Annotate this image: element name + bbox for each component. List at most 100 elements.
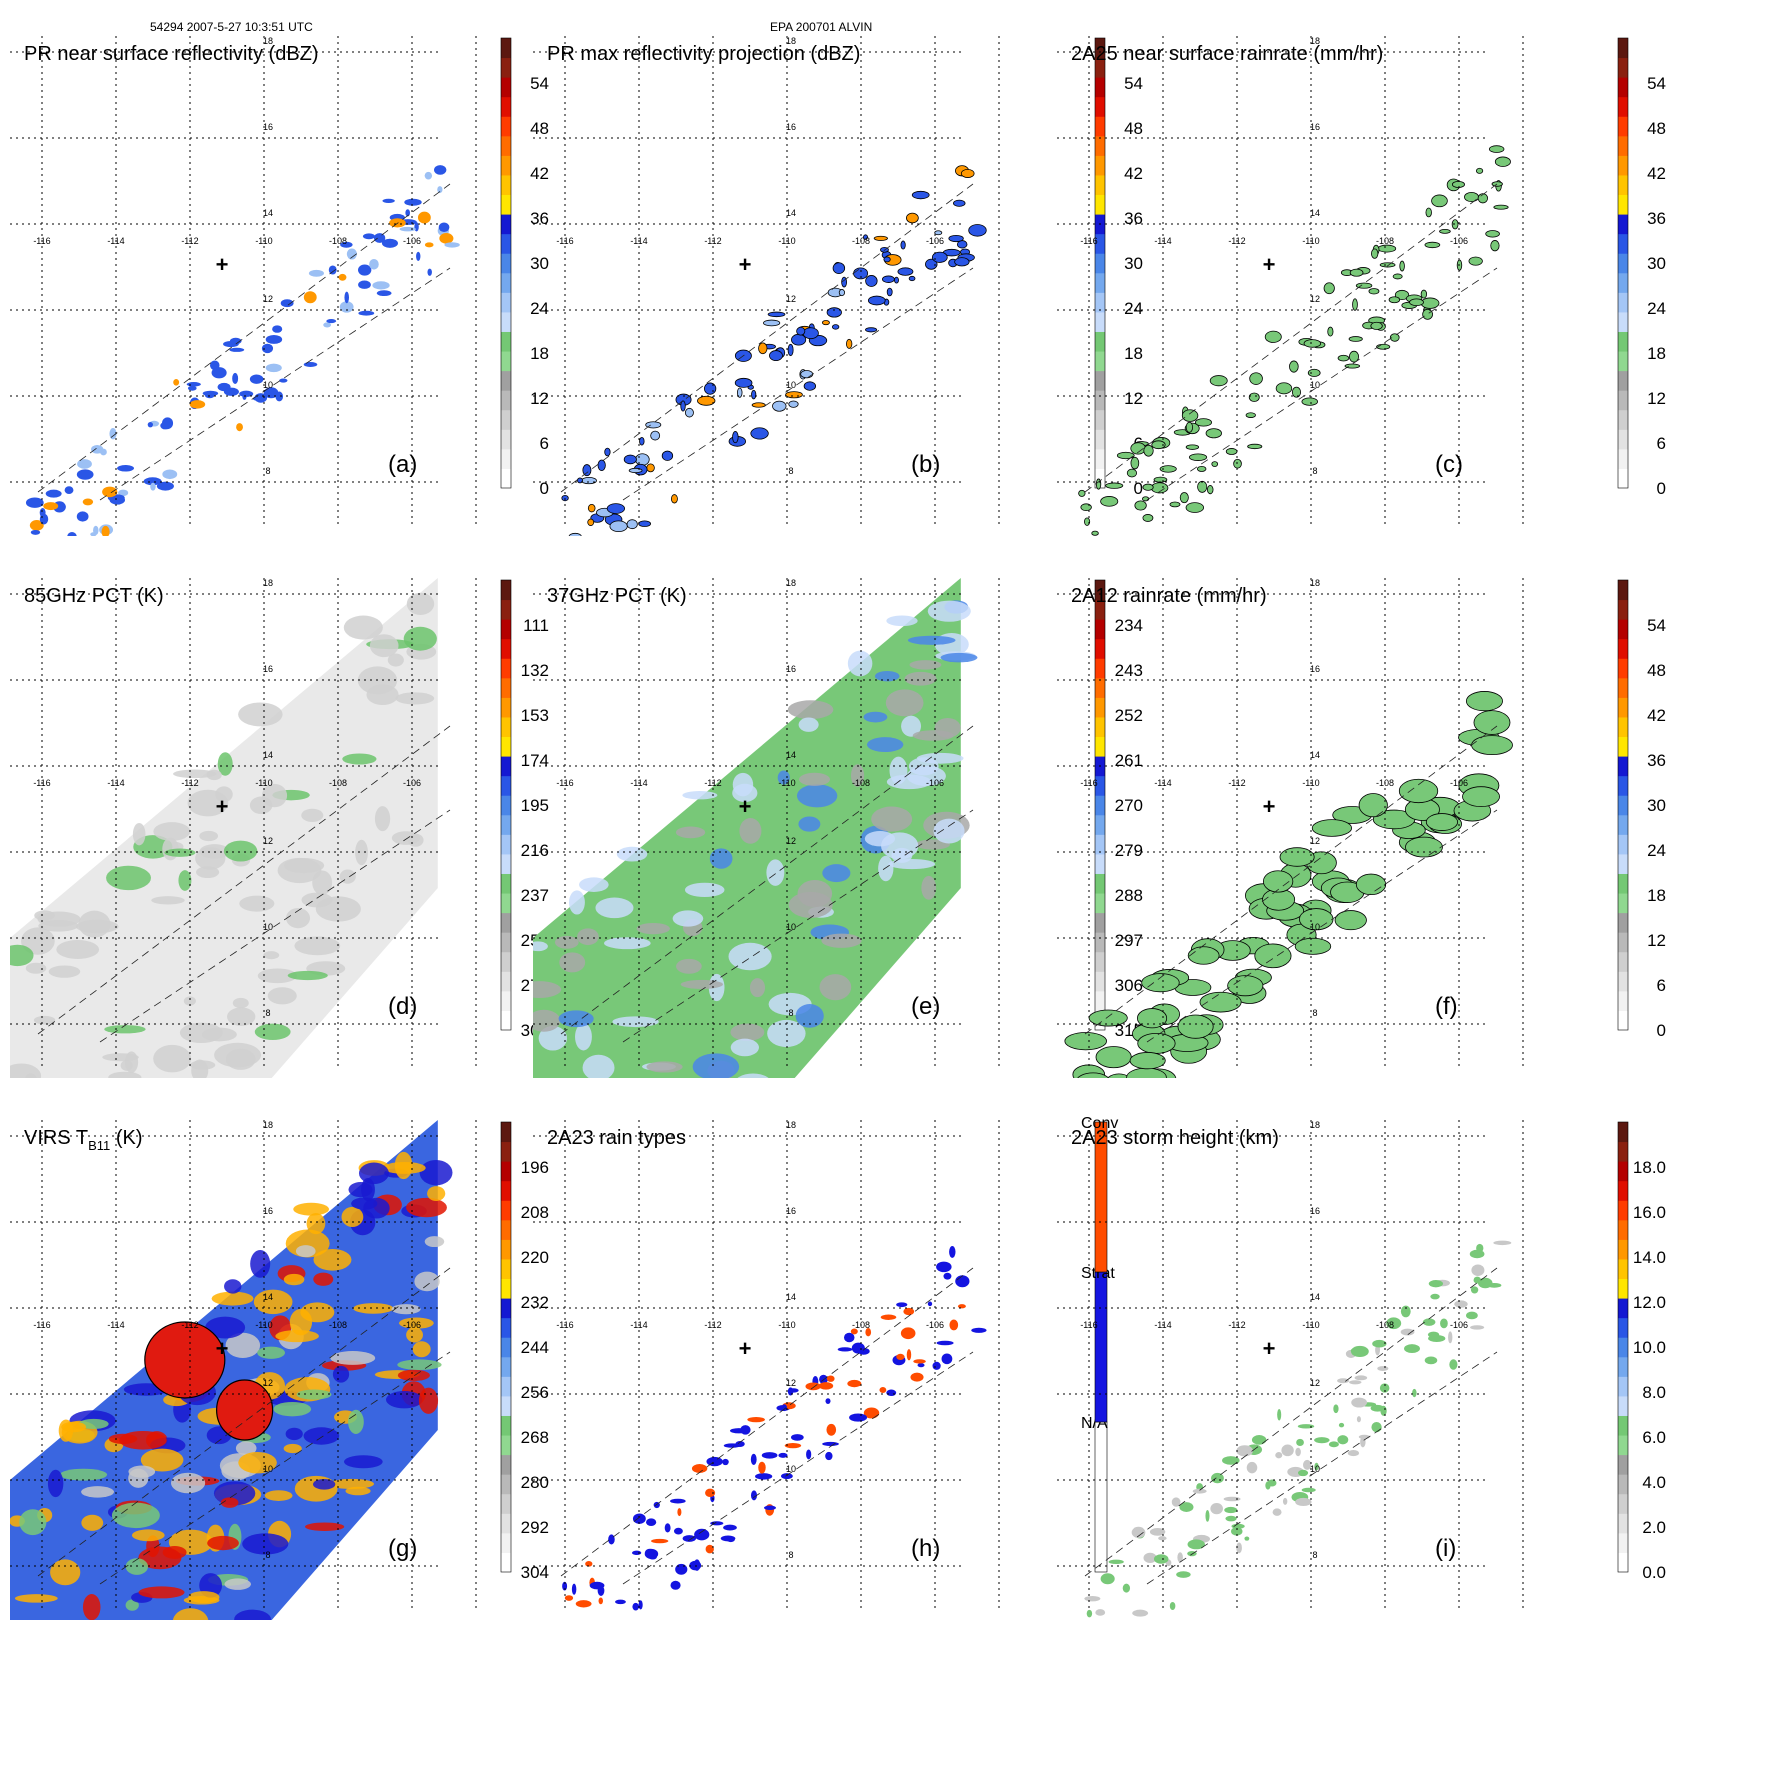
- data-cell: [150, 482, 156, 491]
- data-cell: [575, 1023, 592, 1051]
- data-cell: [896, 1353, 905, 1361]
- storm-center-marker: +: [216, 794, 229, 819]
- lon-tick-label: -112: [704, 1320, 721, 1330]
- data-cell: [949, 1245, 956, 1258]
- data-cell: [849, 1413, 868, 1422]
- data-cell: [802, 327, 819, 340]
- colorbar-segment: [1618, 1122, 1628, 1143]
- data-cell: [558, 1010, 594, 1028]
- colorbar-segment: [501, 1435, 511, 1456]
- colorbar-segment: [1095, 116, 1105, 137]
- data-cell: [865, 1328, 872, 1337]
- data-cell: [559, 952, 586, 973]
- data-cell: [850, 1328, 858, 1335]
- data-cell: [1211, 461, 1219, 467]
- data-cell: [342, 753, 377, 765]
- data-cell: [562, 571, 575, 582]
- data-cell: [737, 1073, 769, 1078]
- data-cell: [1091, 530, 1099, 536]
- colorbar-segment: [501, 990, 511, 1011]
- data-cell: [871, 806, 913, 832]
- colorbar-segment: [501, 1010, 511, 1031]
- data-cell: [47, 1469, 64, 1498]
- data-cell: [1430, 1293, 1440, 1300]
- data-cell: [172, 1608, 209, 1620]
- colorbar-tick-label: 42: [1647, 706, 1666, 725]
- data-cell: [125, 1558, 149, 1575]
- data-cell: [785, 391, 803, 399]
- colorbar-segment: [501, 1493, 511, 1514]
- data-cell: [376, 290, 392, 297]
- data-cell: [1392, 273, 1403, 280]
- colorbar-segment: [1095, 619, 1105, 640]
- lat-tick-label: 16: [263, 664, 273, 674]
- data-cell: [1323, 282, 1335, 295]
- data-cell: [1349, 268, 1364, 277]
- data-cell: [19, 1509, 47, 1536]
- data-cell: [125, 1599, 139, 1611]
- data-cell: [1267, 1479, 1277, 1487]
- colorbar-segment: [501, 1200, 511, 1221]
- colorbar-segment: [501, 272, 511, 293]
- data-cell: [373, 233, 386, 243]
- lat-tick-label: 16: [786, 664, 796, 674]
- panel-d: -116 -114 -112 -110 -108 -106 8 10 12 14 16 18 +85GH…: [10, 578, 549, 1078]
- lon-tick-label: -106: [1450, 1320, 1468, 1330]
- data-cell: [677, 1508, 682, 1517]
- data-cell: [1337, 354, 1350, 362]
- data-cell: [1289, 360, 1299, 373]
- lat-tick-label: 12: [1310, 836, 1320, 846]
- data-cell: [343, 1455, 383, 1469]
- storm-center-marker: +: [739, 794, 752, 819]
- data-cell: [1473, 710, 1511, 735]
- data-cell: [313, 1272, 334, 1286]
- lat-tick-label: 10: [263, 922, 273, 932]
- colorbar-segment: [1618, 194, 1628, 215]
- data-cell: [739, 818, 762, 844]
- swath-edge-line: [1146, 267, 1498, 501]
- data-cell: [397, 1359, 442, 1371]
- data-cell: [1358, 793, 1388, 818]
- lat-tick-label: 18: [786, 1120, 796, 1130]
- data-cell: [568, 572, 581, 579]
- colorbar-segment: [1618, 116, 1628, 137]
- data-cell: [888, 858, 936, 870]
- data-cell: [207, 1535, 239, 1551]
- data-cell: [67, 531, 77, 536]
- data-cell: [32, 555, 45, 562]
- data-cell: [579, 877, 609, 892]
- data-cell: [1084, 1595, 1101, 1602]
- data-cell: [645, 1518, 657, 1527]
- data-cell: [787, 700, 834, 720]
- colorbar-segment: [501, 370, 511, 391]
- lat-tick-label: 18: [263, 578, 273, 588]
- data-cell: [100, 448, 107, 456]
- swath-edge-line: [560, 1267, 974, 1577]
- data-cell: [143, 477, 162, 486]
- colorbar-segment: [501, 155, 511, 176]
- data-cell: [1405, 836, 1443, 858]
- data-cell: [684, 882, 725, 898]
- data-cell: [787, 1387, 794, 1396]
- data-cell: [1131, 1526, 1146, 1539]
- lat-tick-label: 10: [263, 1464, 273, 1474]
- colorbar-segment: [501, 1219, 511, 1240]
- colorbar-segment: [501, 932, 511, 953]
- data-cell: [604, 447, 611, 457]
- colorbar-tick-label: 153: [521, 706, 549, 725]
- data-cell: [646, 463, 655, 473]
- lat-tick-label: 10: [263, 380, 273, 390]
- colorbar-segment: [1095, 716, 1105, 738]
- colorbar-segment: [1095, 174, 1105, 196]
- panel-b: -116 -114 -112 -110 -108 -106 8 10 12 14 16 18 + PR m…: [533, 36, 1143, 582]
- data-cell: [189, 1060, 216, 1070]
- colorbar-segment: [501, 658, 511, 679]
- data-cell: [606, 503, 626, 514]
- data-cell: [1279, 847, 1315, 867]
- data-cell: [672, 910, 704, 927]
- colorbar-segment: [501, 873, 511, 894]
- data-cell: [906, 1349, 912, 1361]
- colorbar-category-label: Conv: [1081, 1115, 1118, 1132]
- data-cell: [1295, 1447, 1301, 1457]
- data-cell: [234, 1609, 271, 1620]
